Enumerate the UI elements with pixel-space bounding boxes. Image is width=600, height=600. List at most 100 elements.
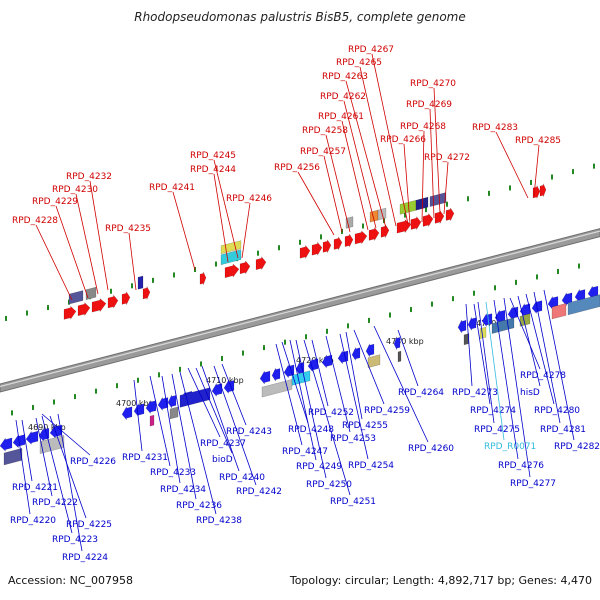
gene-leader-line <box>495 131 529 199</box>
gene-label-top: RPD_4285 <box>515 136 561 146</box>
gene-block <box>551 303 567 320</box>
gene-leader-line <box>41 415 73 534</box>
gene-label-top: RPD_4283 <box>472 123 518 133</box>
gene-arrow-reverse <box>167 394 177 409</box>
gene-leader-line <box>179 371 217 515</box>
gene-leader-line <box>517 295 541 387</box>
gene-leader-line <box>343 100 377 229</box>
accession-text: Accession: NC_007958 <box>8 574 134 587</box>
gene-arrow-forward <box>121 290 131 305</box>
gene-label-bottom: RPD_4242 <box>236 487 282 497</box>
gene-leader-line <box>213 365 257 486</box>
gene-leader-line <box>201 365 240 472</box>
gene-label-top: RPD_4229 <box>32 197 78 207</box>
gene-leader-line <box>533 291 561 424</box>
gene-label-bottom: RPD_4255 <box>342 421 388 431</box>
gene-label-bottom: hisD <box>520 388 540 398</box>
gene-arrow-forward <box>344 233 354 248</box>
gene-label-top: RPD_4230 <box>52 185 98 195</box>
gene-arrow-forward <box>299 244 311 260</box>
gene-label-bottom: RPD_4281 <box>540 425 586 435</box>
gene-block <box>68 290 84 305</box>
gene-label-top: RPD_4235 <box>105 224 151 234</box>
gene-arrow-reverse <box>365 343 375 358</box>
gene-leader-line <box>297 171 335 236</box>
gene-arrow-reverse <box>393 336 401 350</box>
gene-label-bottom: RPD_4234 <box>160 485 206 495</box>
gene-leader-line <box>303 339 351 496</box>
gene-block <box>567 294 600 316</box>
gene-label-top: RPD_4272 <box>424 153 470 163</box>
gene-leader-line <box>533 144 540 197</box>
gene-label-top: RPD_4256 <box>274 163 320 173</box>
gene-label-bottom: RPD_4260 <box>408 444 454 454</box>
gene-arrow-reverse <box>145 399 157 415</box>
gene-label-top: RPD_4270 <box>410 79 456 89</box>
gene-leader-line <box>75 193 99 295</box>
gene-leader-line <box>371 53 409 225</box>
gene-label-top: RPD_4263 <box>322 72 368 82</box>
gene-leader-line <box>443 161 449 215</box>
gene-leader-line <box>172 191 196 271</box>
gene-leader-line <box>55 205 89 299</box>
gene-leader-line <box>543 289 575 441</box>
gene-arrow-forward <box>380 223 390 238</box>
gene-block <box>415 196 429 211</box>
gene-label-top: RPD_4258 <box>302 126 348 136</box>
gene-leader-line <box>35 417 53 497</box>
gene-label-bottom: RPD_4243 <box>226 427 272 437</box>
gene-arrow-reverse <box>481 312 493 328</box>
gene-label-bottom: RPD_4254 <box>348 461 394 471</box>
gene-label-bottom: RPD_4238 <box>196 516 242 526</box>
gene-leader-line <box>49 415 87 519</box>
gene-arrow-forward <box>354 230 368 245</box>
gene-arrow-forward <box>224 263 240 279</box>
gene-arrow-forward <box>63 305 77 321</box>
gene-label-bottom: RPD_4240 <box>219 473 265 483</box>
gene-leader-line <box>477 301 495 424</box>
gene-label-bottom: RPD_4224 <box>62 553 108 563</box>
gene-label-bottom: RPD_4251 <box>330 497 376 507</box>
gene-arrow-forward <box>311 241 323 257</box>
gene-arrow-reverse <box>457 319 467 334</box>
gene-leader-line <box>433 87 441 215</box>
gene-label-bottom: RPD_4226 <box>70 457 116 467</box>
gene-block <box>137 275 144 290</box>
gene-arrow-reverse <box>121 405 133 421</box>
gene-arrow-reverse <box>351 347 361 362</box>
gene-leader-line <box>341 120 369 231</box>
kbp-label: 4710 kbp <box>206 376 244 385</box>
gene-label-top: RPD_4241 <box>149 183 195 193</box>
gene-leader-line <box>373 325 429 443</box>
gene-label-bottom: RPD_4278 <box>520 371 566 381</box>
gene-leader-line <box>325 134 351 233</box>
gene-block <box>291 370 311 386</box>
gene-leader-line <box>421 130 425 223</box>
genome-summary-text: Topology: circular; Length: 4,892,717 bp… <box>289 574 592 587</box>
gene-arrow-reverse <box>259 370 271 385</box>
map-title: Rhodopseudomonas palustris BisB5, comple… <box>134 10 466 24</box>
gene-arrow-reverse <box>283 363 295 379</box>
gene-label-bottom: RPD_4249 <box>296 462 342 472</box>
gene-leader-line <box>325 335 351 433</box>
gene-label-bottom: RPD_4282 <box>554 442 600 452</box>
kbp-label: 4690 kbp <box>28 423 66 432</box>
gene-label-top: RPD_4269 <box>406 100 452 110</box>
gene-leader-line <box>15 419 31 515</box>
gene-leader-line <box>161 375 181 484</box>
gene-leader-line <box>429 108 435 219</box>
gene-arrow-forward <box>142 285 151 300</box>
gene-block <box>491 317 515 334</box>
gene-arrow-forward <box>77 302 91 317</box>
gene-leader-line <box>485 301 505 441</box>
gene-block <box>85 286 97 301</box>
gene-arrow-forward <box>239 260 251 275</box>
gene-leader-line <box>21 419 33 482</box>
gene-block <box>429 192 447 207</box>
gene-label-top: RPD_4266 <box>380 135 426 145</box>
gene-label-top: RPD_4257 <box>300 147 346 157</box>
gene-leader-line <box>128 232 137 291</box>
gene-label-bottom: RPD_4247 <box>282 447 328 457</box>
gene-arrow-forward <box>368 226 380 242</box>
